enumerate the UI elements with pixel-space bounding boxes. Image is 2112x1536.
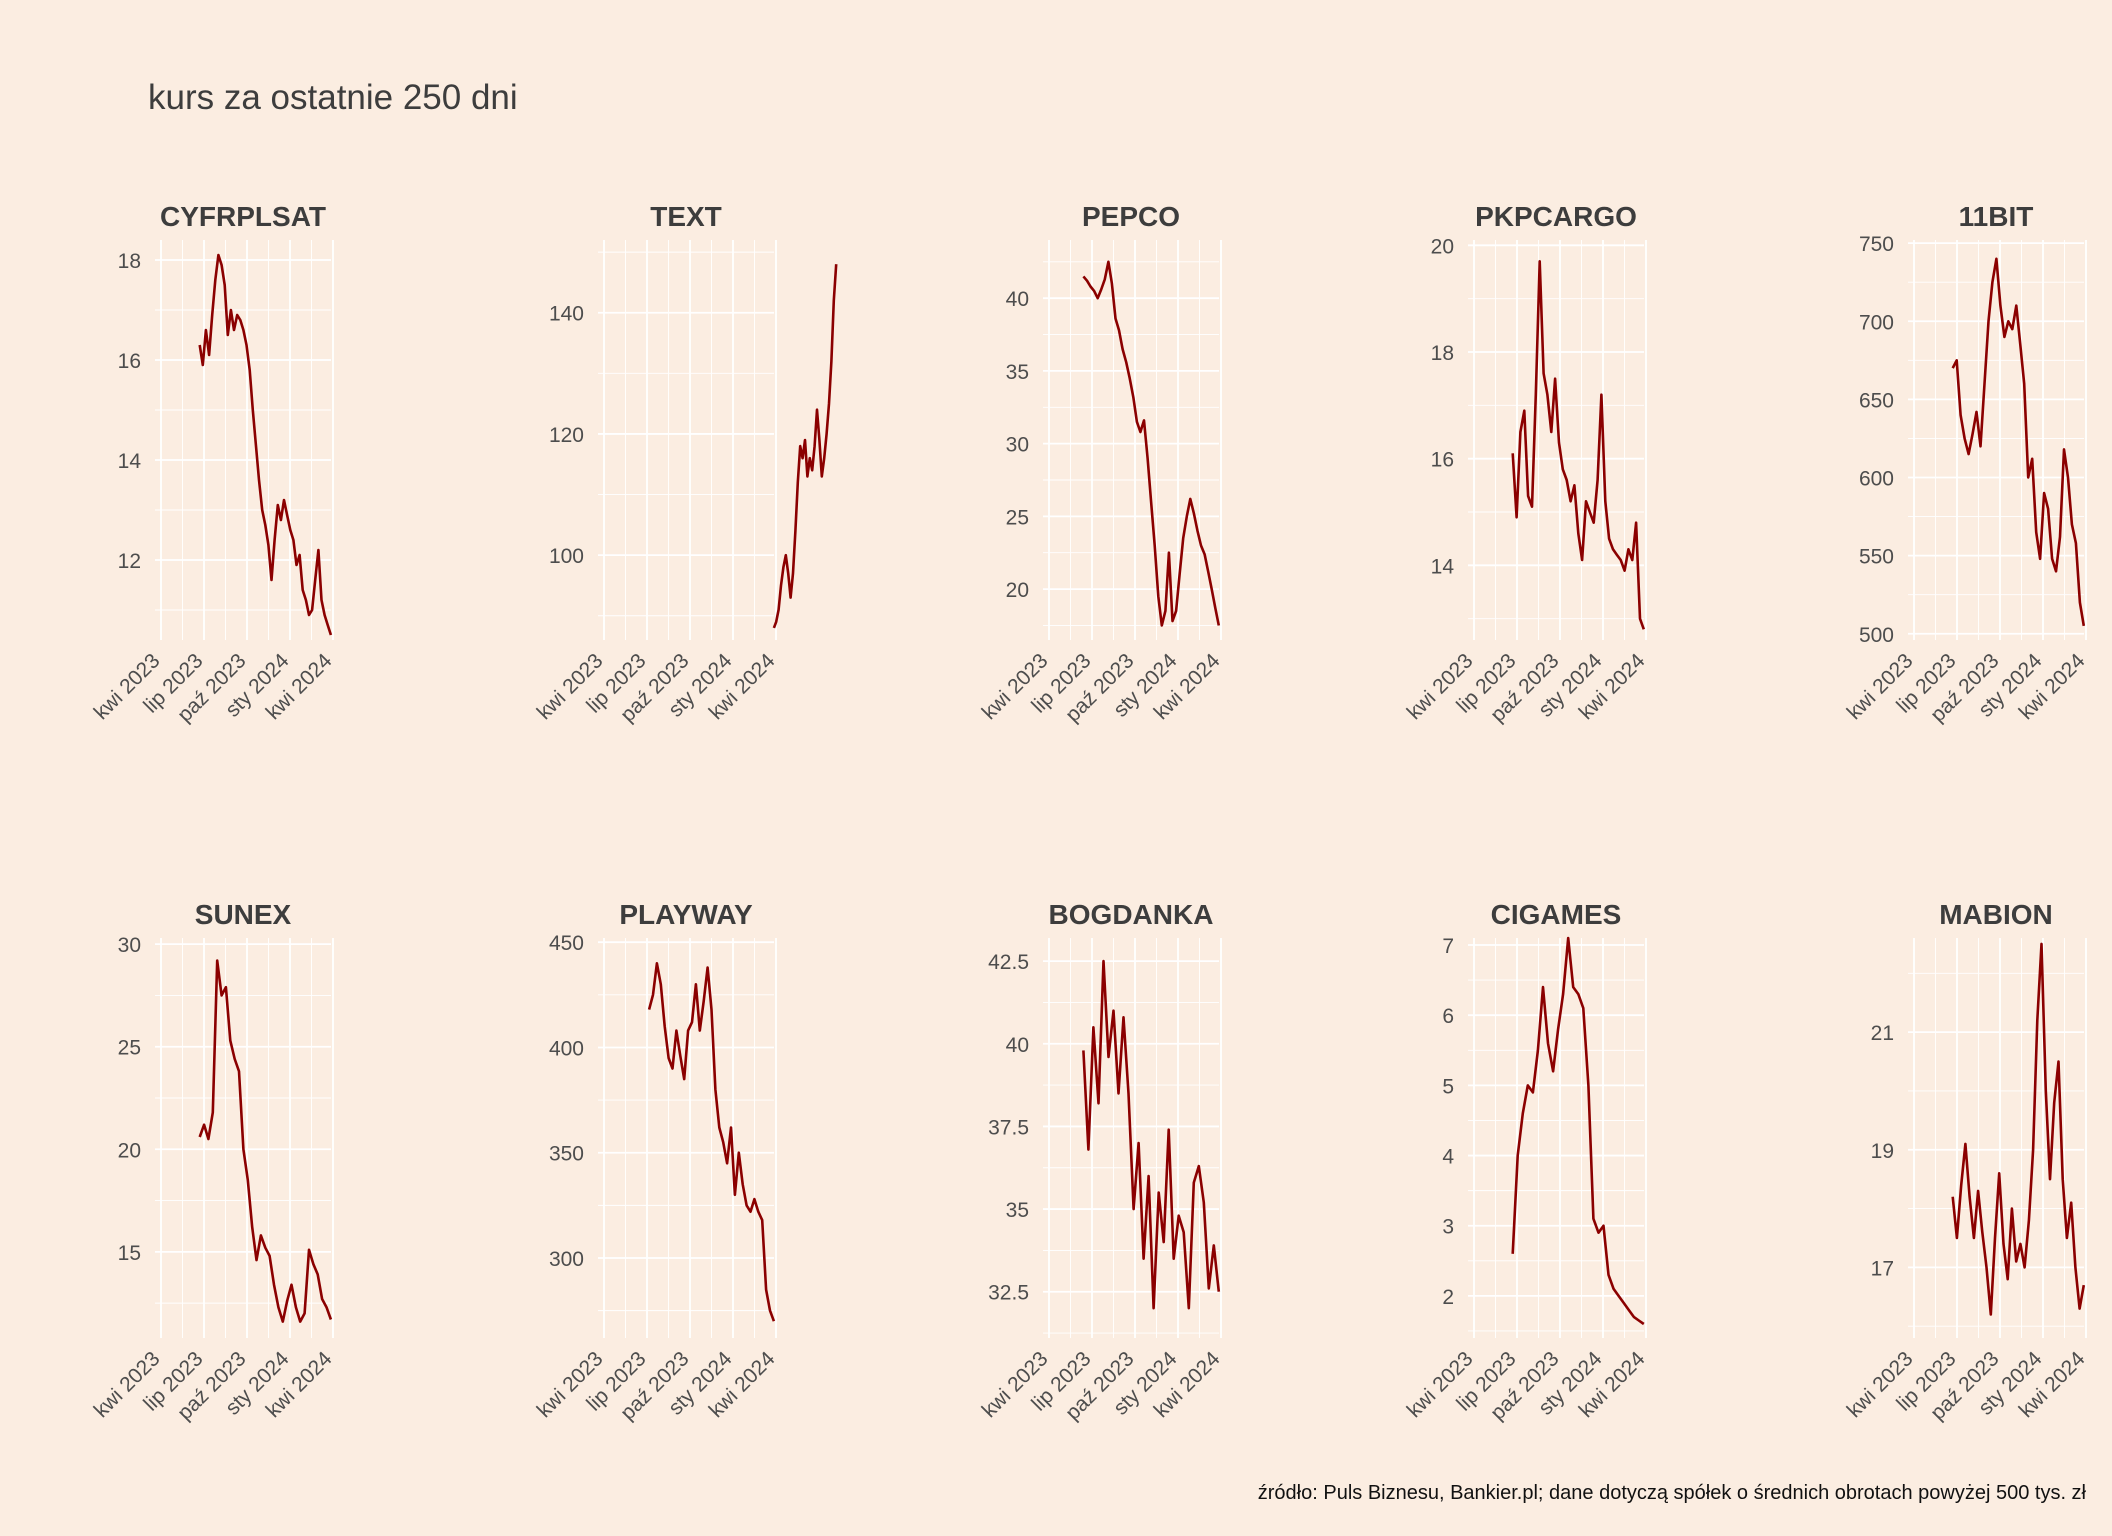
y-tick-label: 25: [1006, 506, 1029, 529]
y-tick-label: 14: [118, 450, 142, 473]
y-tick-label: 30: [118, 934, 141, 957]
y-tick-label: 350: [549, 1143, 584, 1166]
y-tick-label: 700: [1859, 311, 1894, 334]
y-tick-label: 120: [549, 424, 584, 447]
y-tick-label: 20: [118, 1139, 141, 1162]
price-line: [1511, 936, 1645, 1326]
price-line: [198, 253, 333, 636]
page-title: kurs za ostatnie 250 dni: [148, 78, 518, 117]
panel-title: TEXT: [650, 201, 722, 232]
y-tick-label: 4: [1442, 1146, 1454, 1169]
price-line: [1082, 260, 1221, 627]
panel-title: BOGDANKA: [1049, 899, 1214, 930]
y-tick-label: 42.5: [988, 951, 1029, 974]
y-tick-label: 750: [1859, 233, 1894, 256]
y-tick-label: 18: [118, 250, 141, 273]
y-tick-label: 450: [549, 932, 584, 955]
y-tick-label: 3: [1442, 1216, 1454, 1239]
price-line: [198, 959, 333, 1323]
y-tick-label: 600: [1859, 468, 1894, 491]
y-tick-label: 35: [1006, 1199, 1029, 1222]
y-tick-label: 12: [118, 550, 141, 573]
panel-title: PKPCARGO: [1475, 201, 1637, 232]
panel-title: PLAYWAY: [619, 899, 753, 930]
price-line: [1951, 942, 2086, 1316]
panel-title: SUNEX: [195, 899, 292, 930]
y-tick-label: 20: [1431, 235, 1454, 258]
panel-title: PEPCO: [1082, 201, 1180, 232]
y-tick-label: 650: [1859, 389, 1894, 412]
y-tick-label: 2: [1442, 1286, 1454, 1309]
y-tick-label: 140: [549, 303, 584, 326]
price-line: [647, 961, 776, 1322]
y-tick-label: 300: [549, 1248, 584, 1271]
y-tick-label: 18: [1431, 342, 1454, 365]
y-tick-label: 550: [1859, 546, 1894, 569]
panel-title: CIGAMES: [1491, 899, 1622, 930]
y-tick-label: 35: [1006, 361, 1029, 384]
panel-title: CYFRPLSAT: [160, 201, 326, 232]
panel-title: MABION: [1939, 899, 2053, 930]
y-tick-label: 25: [118, 1037, 141, 1060]
y-tick-label: 30: [1006, 434, 1029, 457]
y-tick-label: 16: [118, 350, 141, 373]
price-line: [1082, 959, 1221, 1310]
price-line: [1951, 257, 2086, 627]
panel-title: 11BIT: [1959, 201, 2034, 232]
y-tick-label: 5: [1442, 1075, 1454, 1098]
y-tick-label: 100: [549, 545, 584, 568]
y-tick-label: 15: [118, 1242, 141, 1265]
y-tick-label: 32.5: [988, 1282, 1029, 1305]
y-tick-label: 16: [1431, 449, 1454, 472]
y-tick-label: 6: [1442, 1005, 1454, 1028]
y-tick-label: 21: [1871, 1022, 1894, 1045]
y-tick-label: 7: [1442, 935, 1454, 958]
y-tick-label: 40: [1006, 1034, 1029, 1057]
y-tick-label: 20: [1006, 579, 1029, 602]
y-tick-label: 500: [1859, 624, 1894, 647]
y-tick-label: 14: [1431, 555, 1455, 578]
source-caption: źródło: Puls Biznesu, Bankier.pl; dane d…: [1257, 1482, 2086, 1504]
y-tick-label: 37.5: [988, 1116, 1029, 1139]
y-tick-label: 40: [1006, 288, 1029, 311]
y-tick-label: 17: [1871, 1257, 1894, 1280]
y-tick-label: 400: [549, 1037, 584, 1060]
y-tick-label: 19: [1871, 1140, 1894, 1163]
price-line: [772, 264, 838, 629]
price-line: [1511, 259, 1646, 630]
